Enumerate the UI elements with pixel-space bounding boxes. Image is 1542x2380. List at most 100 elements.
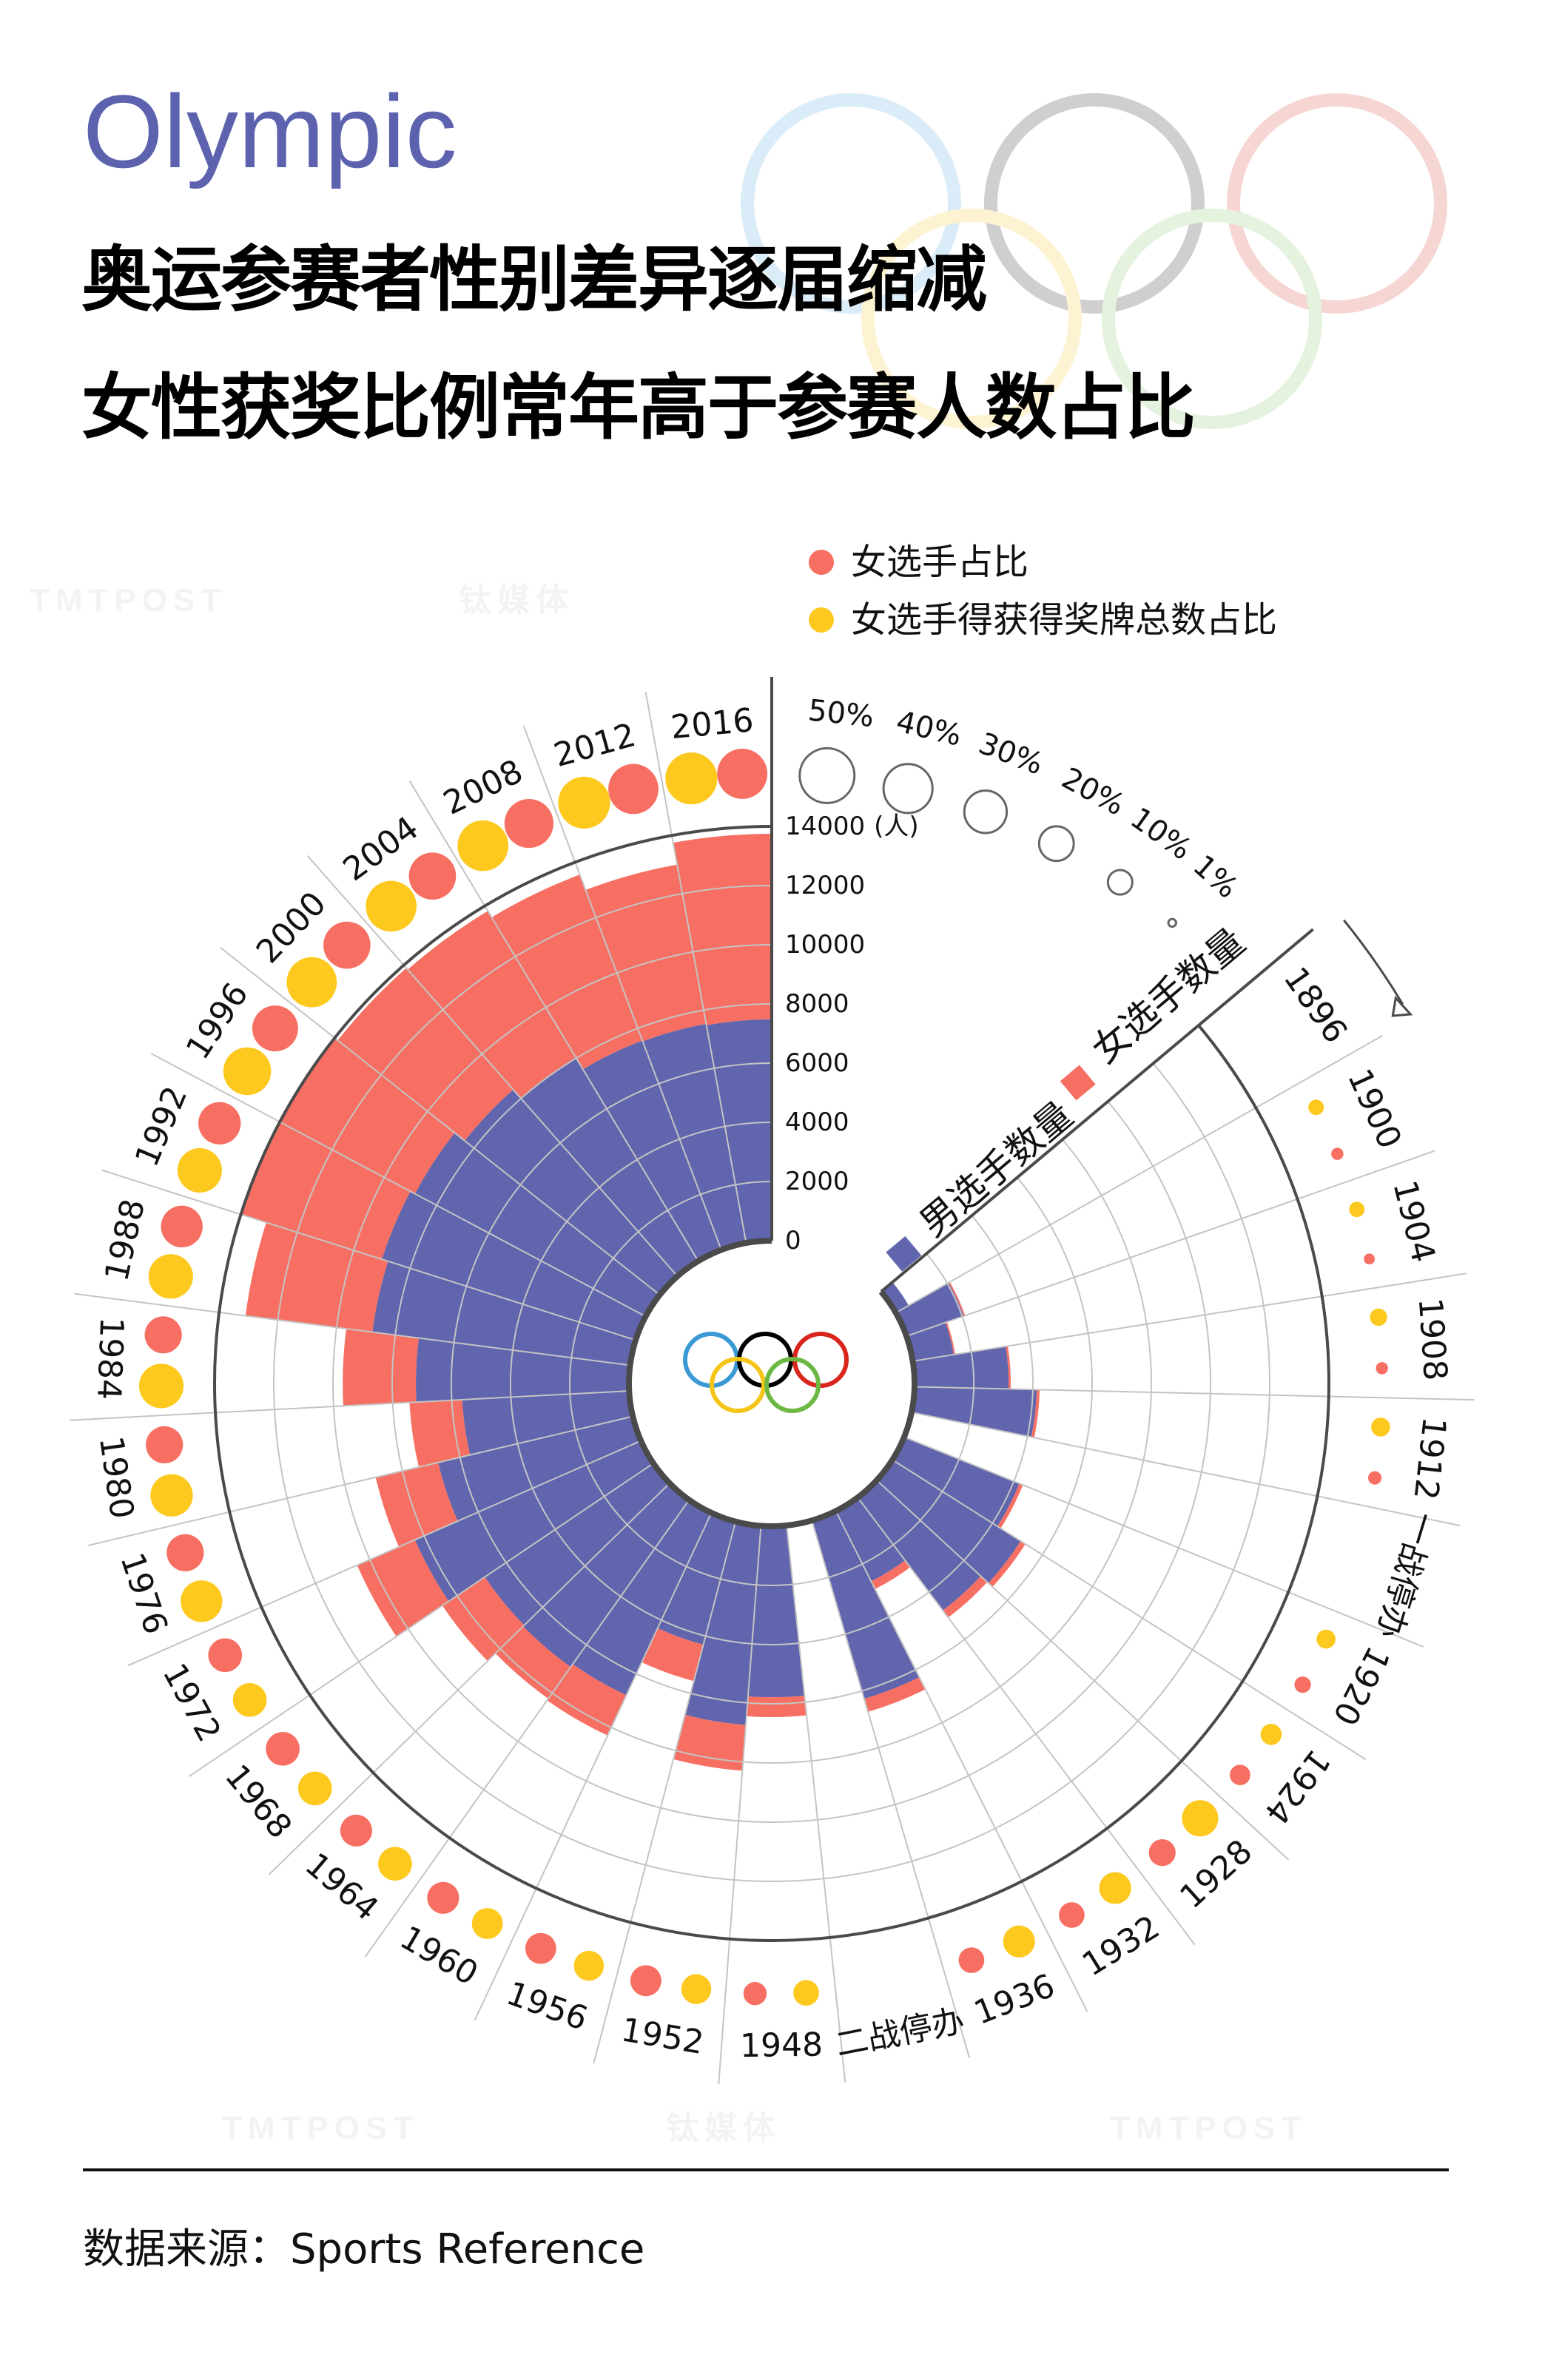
grid-spoke: [857, 1497, 1196, 1946]
size-legend-label: 10%: [1124, 801, 1197, 867]
watermark-text: 钛媒体: [459, 582, 574, 618]
bar-men-2004: [520, 1057, 698, 1277]
size-legend-circle: [1106, 869, 1134, 896]
grid-spoke: [101, 1169, 636, 1341]
category-label: 1896: [1276, 960, 1355, 1050]
dot-medal-share-1904: [1349, 1201, 1365, 1218]
bar-women-2008: [491, 874, 643, 1070]
olympic-ring-yellow: [710, 1357, 766, 1413]
category-label: 1976: [112, 1548, 175, 1639]
category-label: 一战停办: [1369, 1508, 1443, 1643]
category-label: 1952: [619, 2011, 707, 2062]
y-tick-value: 14000: [785, 812, 865, 841]
bar-women-1936: [863, 1676, 926, 1712]
bar-women-1920: [997, 1483, 1023, 1528]
size-legend-circle: [798, 746, 856, 804]
dot-women-share-2008: [504, 798, 554, 849]
bar-men-1996: [414, 1133, 660, 1317]
dot-women-share-2000: [323, 921, 371, 969]
legend-swatch-women: [1060, 1065, 1096, 1101]
y-tick-label: 2000: [785, 1167, 849, 1196]
dot-medal-share-1936: [1003, 1925, 1035, 1958]
bar-men-1912: [912, 1386, 1037, 1437]
y-tick-value: 4000: [785, 1108, 849, 1137]
grid-spoke: [474, 1512, 713, 2021]
bg-ring-yellow: [861, 209, 1082, 429]
bar-men-1920: [892, 1437, 1020, 1527]
category-label: 2016: [669, 701, 755, 746]
size-legend-label: 40%: [893, 704, 965, 752]
bar-men-1932: [835, 1497, 906, 1582]
bar-women-1948: [746, 1695, 807, 1718]
dot-medal-share-1968: [297, 1771, 332, 1806]
outer-ring: [212, 825, 1330, 1942]
bar-women-1964: [495, 1626, 571, 1699]
size-legend-label: 1%: [1186, 849, 1244, 905]
dot-women-share-1968: [266, 1732, 300, 1766]
dot-women-share-1908: [1376, 1362, 1389, 1375]
bar-men-1924: [876, 1460, 1021, 1583]
bar-women-1928: [943, 1576, 988, 1618]
dot-medal-share-2000: [286, 957, 337, 1008]
grid-spoke: [593, 1521, 737, 2064]
legend-label-women-share: 女选手占比: [851, 542, 1028, 583]
bar-men-1956: [657, 1512, 736, 1645]
size-legend-circle: [963, 789, 1009, 835]
dot-medal-share-1972: [232, 1682, 267, 1717]
dot-women-share-1924: [1230, 1764, 1250, 1786]
y-tick-value: 2000: [785, 1167, 849, 1196]
grid-spoke: [876, 1480, 1290, 1861]
grid-spoke: [906, 1150, 1435, 1338]
size-legend-label: 50%: [807, 693, 875, 734]
bar-women-2004: [407, 911, 576, 1098]
watermark-text: TMTPOST: [30, 582, 227, 618]
legend-dot-women-share: [809, 550, 834, 575]
category-label: 1968: [218, 1758, 299, 1846]
dot-medal-share-1948: [793, 1980, 819, 2006]
watermark-text: TMTPOST: [1110, 2110, 1307, 2146]
category-label: 1928: [1173, 1833, 1259, 1916]
dot-women-share-1936: [958, 1947, 985, 1973]
dot-women-share-1996: [252, 1005, 298, 1052]
y-tick-label: 8000: [785, 989, 849, 1019]
y-tick-value: 6000: [785, 1048, 849, 1078]
category-label: 1948: [740, 2026, 824, 2066]
dot-women-share-1976: [166, 1534, 204, 1571]
dot-medal-share-1984: [138, 1363, 184, 1409]
grid-spoke: [74, 1292, 630, 1366]
dot-medal-share-1992: [177, 1147, 222, 1193]
legend-label-medal-share: 女选手得获得奖牌总数占比: [851, 599, 1277, 641]
data-source: 数据来源：Sports Reference: [83, 2225, 645, 2273]
category-label: 1900: [1340, 1063, 1409, 1154]
bar-women-1992: [242, 1122, 411, 1260]
grid-spoke: [522, 725, 722, 1250]
grid-spoke: [408, 781, 699, 1262]
y-tick-value: 0: [785, 1226, 801, 1255]
y-tick-value: 12000: [785, 871, 865, 900]
category-label: 1924: [1257, 1742, 1338, 1831]
dot-women-share-2012: [608, 763, 659, 815]
grid-spoke: [786, 1525, 846, 2083]
dot-women-share-1932: [1059, 1902, 1085, 1928]
y-unit-label: (人): [874, 812, 919, 841]
dot-women-share-1952: [630, 1965, 661, 1997]
bar-men-2016: [706, 1019, 772, 1244]
category-label: 1936: [969, 1966, 1060, 2032]
dot-women-share-1988: [161, 1205, 203, 1248]
grid-spoke: [895, 1034, 1383, 1314]
grid-spoke: [306, 855, 679, 1277]
dot-women-share-1900: [1331, 1147, 1344, 1160]
grid-spoke: [912, 1272, 1467, 1362]
grid-spoke: [87, 1415, 633, 1547]
bar-men-1964: [522, 1483, 690, 1668]
dot-medal-share-1900: [1308, 1099, 1324, 1116]
bar-women-1988: [245, 1222, 388, 1332]
dot-medal-share-1908: [1370, 1308, 1387, 1326]
dot-medal-share-1924: [1260, 1724, 1282, 1745]
dot-women-share-1980: [146, 1426, 184, 1463]
direction-arrow-icon: [1343, 919, 1404, 1005]
headline-line2: 女性获奖比例常年高于参赛人数占比: [81, 366, 1196, 449]
dot-women-share-1948: [743, 1981, 767, 2006]
bar-men-1952: [684, 1521, 761, 1725]
